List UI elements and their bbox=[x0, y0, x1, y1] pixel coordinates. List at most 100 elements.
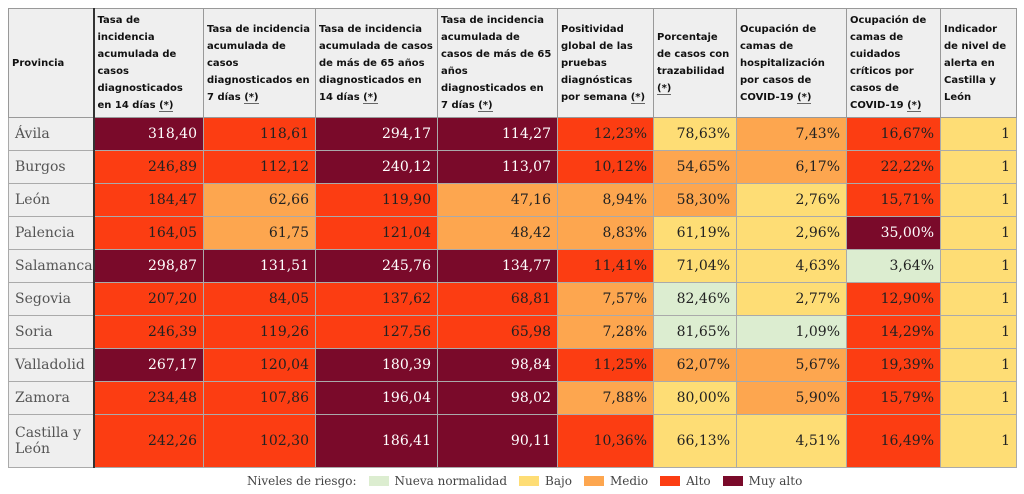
header-label: Tasa de incidencia acumulada de casos di… bbox=[207, 23, 310, 103]
value-cell: 5,67% bbox=[736, 348, 847, 382]
table-row: León 184,47 62,66 119,90 47,16 8,94% 58,30% 2,7… bbox=[8, 183, 1017, 217]
value-cell: 22,22% bbox=[846, 150, 941, 184]
province-cell: Soria bbox=[8, 315, 95, 349]
header-label: Positividad global de las pruebas diagnó… bbox=[561, 23, 633, 103]
value-cell: 1 bbox=[940, 381, 1017, 415]
value-cell: 8,94% bbox=[557, 183, 654, 217]
value-cell: 113,07 bbox=[437, 150, 558, 184]
value-cell: 71,04% bbox=[653, 249, 737, 283]
table-row: Salamanca 298,87 131,51 245,76 134,77 11,41% 7… bbox=[8, 249, 1017, 283]
header-label: Tasa de incidencia acumulada de casos di… bbox=[97, 15, 183, 111]
table-row: Ávila 318,40 118,61 294,17 114,27 12,23% 78,63… bbox=[8, 117, 1017, 151]
legend-swatch bbox=[368, 476, 389, 486]
value-cell: 294,17 bbox=[315, 117, 438, 151]
province-cell: Burgos bbox=[8, 150, 95, 184]
value-cell: 48,42 bbox=[437, 216, 558, 250]
footnote-link[interactable]: (*) bbox=[244, 91, 259, 104]
header-row: Provincia Tasa de incidencia acumulada de… bbox=[8, 8, 1017, 118]
value-cell: 12,23% bbox=[557, 117, 654, 151]
column-header: Ocupación de camas de cuidados críticos … bbox=[846, 8, 941, 118]
column-header: Ocupación de camas de hospitalización po… bbox=[736, 8, 847, 118]
value-cell: 120,04 bbox=[203, 348, 316, 382]
value-cell: 7,43% bbox=[736, 117, 847, 151]
table-row: Segovia 207,20 84,05 137,62 68,81 7,57% 82,46%… bbox=[8, 282, 1017, 316]
value-cell: 16,49% bbox=[846, 414, 941, 468]
value-cell: 11,25% bbox=[557, 348, 654, 382]
value-cell: 186,41 bbox=[315, 414, 438, 468]
value-cell: 234,48 bbox=[93, 381, 204, 415]
value-cell: 82,46% bbox=[653, 282, 737, 316]
value-cell: 2,96% bbox=[736, 216, 847, 250]
value-cell: 207,20 bbox=[93, 282, 204, 316]
legend-label: Medio bbox=[609, 474, 649, 488]
value-cell: 1 bbox=[940, 249, 1017, 283]
header-provincia: Provincia bbox=[8, 8, 95, 118]
province-cell: León bbox=[8, 183, 95, 217]
value-cell: 81,65% bbox=[653, 315, 737, 349]
value-cell: 1 bbox=[940, 216, 1017, 250]
value-cell: 8,83% bbox=[557, 216, 654, 250]
legend-swatch bbox=[722, 476, 743, 486]
table-row: Burgos 246,89 112,12 240,12 113,07 10,12% 54,6… bbox=[8, 150, 1017, 184]
footnote-link[interactable]: (*) bbox=[363, 91, 378, 104]
value-cell: 3,64% bbox=[846, 249, 941, 283]
value-cell: 15,79% bbox=[846, 381, 941, 415]
value-cell: 5,90% bbox=[736, 381, 847, 415]
value-cell: 2,76% bbox=[736, 183, 847, 217]
province-cell: Zamora bbox=[8, 381, 95, 415]
value-cell: 4,51% bbox=[736, 414, 847, 468]
value-cell: 1 bbox=[940, 117, 1017, 151]
footnote-link[interactable]: (*) bbox=[657, 83, 672, 95]
value-cell: 80,00% bbox=[653, 381, 737, 415]
value-cell: 7,28% bbox=[557, 315, 654, 349]
legend-swatch bbox=[583, 476, 604, 486]
value-cell: 84,05 bbox=[203, 282, 316, 316]
header-label: Porcentaje de casos con trazabilidad bbox=[657, 32, 730, 77]
province-cell: Ávila bbox=[8, 117, 95, 151]
header-label: Tasa de incidencia acumulada de casos de… bbox=[441, 15, 552, 111]
risk-indicators-table: Provincia Tasa de incidencia acumulada de… bbox=[8, 8, 1017, 468]
value-cell: 10,36% bbox=[557, 414, 654, 468]
column-header: Tasa de incidencia acumulada de casos di… bbox=[203, 8, 316, 118]
value-cell: 19,39% bbox=[846, 348, 941, 382]
value-cell: 246,89 bbox=[93, 150, 204, 184]
value-cell: 58,30% bbox=[653, 183, 737, 217]
column-header: Indicador de nivel de alerta en Castilla… bbox=[940, 8, 1017, 118]
value-cell: 121,04 bbox=[315, 216, 438, 250]
value-cell: 7,57% bbox=[557, 282, 654, 316]
value-cell: 61,19% bbox=[653, 216, 737, 250]
footnote-link[interactable]: (*) bbox=[797, 91, 812, 104]
value-cell: 66,13% bbox=[653, 414, 737, 468]
table-row: Palencia 164,05 61,75 121,04 48,42 8,83% 61,19… bbox=[8, 216, 1017, 250]
header-label: Ocupación de camas de hospitalización po… bbox=[740, 23, 825, 103]
value-cell: 1,09% bbox=[736, 315, 847, 349]
value-cell: 78,63% bbox=[653, 117, 737, 151]
value-cell: 114,27 bbox=[437, 117, 558, 151]
footnote-link[interactable]: (*) bbox=[478, 100, 493, 112]
value-cell: 90,11 bbox=[437, 414, 558, 468]
header-label: Tasa de incidencia acumulada de casos de… bbox=[319, 23, 433, 103]
value-cell: 15,71% bbox=[846, 183, 941, 217]
value-cell: 12,90% bbox=[846, 282, 941, 316]
value-cell: 1 bbox=[940, 183, 1017, 217]
column-header: Tasa de incidencia acumulada de casos de… bbox=[437, 8, 558, 118]
value-cell: 107,86 bbox=[203, 381, 316, 415]
value-cell: 134,77 bbox=[437, 249, 558, 283]
table-row: Castilla y León 242,26 102,30 186,41 90,11 10… bbox=[8, 414, 1017, 468]
value-cell: 184,47 bbox=[93, 183, 204, 217]
column-header: Positividad global de las pruebas diagnó… bbox=[557, 8, 654, 118]
value-cell: 47,16 bbox=[437, 183, 558, 217]
footnote-link[interactable]: (*) bbox=[630, 91, 646, 104]
legend-label: Muy alto bbox=[748, 474, 803, 488]
table-row: Soria 246,39 119,26 127,56 65,98 7,28% 81,65% 1… bbox=[8, 315, 1017, 349]
legend-label: Alto bbox=[686, 474, 711, 488]
value-cell: 267,17 bbox=[93, 348, 204, 382]
value-cell: 98,02 bbox=[437, 381, 558, 415]
table-row: Zamora 234,48 107,86 196,04 98,02 7,88% 80,00%… bbox=[8, 381, 1017, 415]
footnote-link[interactable]: (*) bbox=[907, 100, 922, 112]
footnote-link[interactable]: (*) bbox=[159, 100, 174, 112]
value-cell: 127,56 bbox=[315, 315, 438, 349]
value-cell: 1 bbox=[940, 315, 1017, 349]
value-cell: 137,62 bbox=[315, 282, 438, 316]
value-cell: 318,40 bbox=[93, 117, 204, 151]
